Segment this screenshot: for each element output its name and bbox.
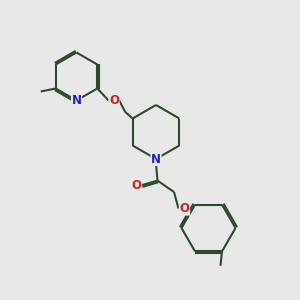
Text: O: O	[179, 202, 190, 215]
Text: N: N	[151, 152, 161, 166]
Text: N: N	[71, 94, 82, 107]
Text: O: O	[131, 178, 141, 192]
Text: O: O	[109, 94, 119, 107]
